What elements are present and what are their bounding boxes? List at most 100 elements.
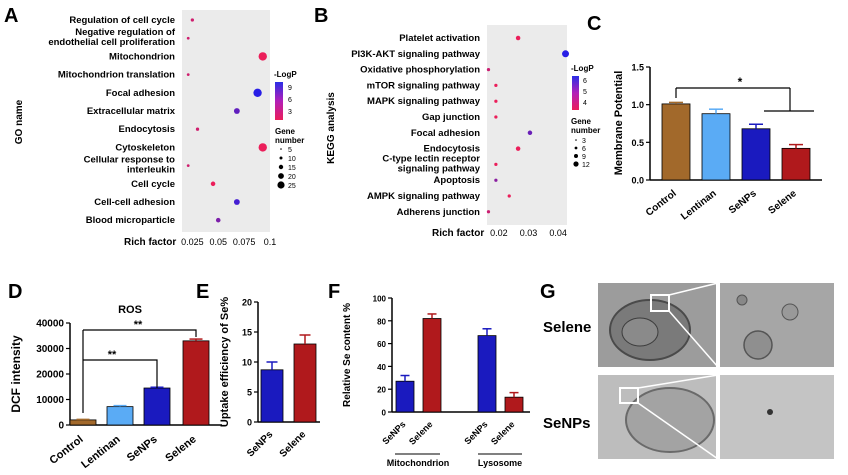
bar (106, 406, 134, 426)
kegg-term-label: Adherens junction (397, 207, 481, 218)
panel-a-size-value: 5 (288, 147, 292, 154)
panel-b-size-key (575, 139, 577, 141)
go-term-label: Cell cycle (131, 179, 175, 190)
y-tick-label: 15 (242, 328, 252, 338)
kegg-term-label: Oxidative phosphorylation (360, 65, 480, 76)
panel-a-go-dotplot: GO name Rich factor Regulation of cell c… (14, 10, 304, 248)
panel-a-legend-color-title: -LogP (274, 70, 297, 79)
go-term-label: Mitochondrion translation (58, 70, 175, 81)
panel-a-color-tick: 3 (288, 109, 292, 116)
kegg-term-label: Endocytosis (424, 144, 481, 155)
x-category-label: SeNPs (245, 429, 275, 459)
panel-b-kegg-dotplot: KEGG analysis Rich factor Platelet activ… (326, 25, 600, 239)
kegg-dot (562, 50, 570, 58)
panel-a-ylabel: GO name (14, 99, 25, 144)
panel-label-c: C (587, 13, 601, 35)
panel-b-xlabel: Rich factor (432, 228, 484, 239)
go-term-label: Cellular response to (84, 155, 176, 166)
panel-label-d: D (8, 281, 22, 303)
y-tick-label: 0.5 (631, 138, 644, 148)
group-label-mitochondrion: Mitochondrion (387, 458, 450, 468)
go-dot (186, 73, 190, 76)
kegg-term-label: PI3K-AKT signaling pathway (351, 49, 481, 60)
tem-image-selene-high-mag (720, 283, 834, 367)
go-dot (190, 18, 194, 22)
kegg-term-label: Apoptosis (434, 175, 480, 186)
y-tick-label: 5 (247, 388, 252, 398)
bar (661, 103, 691, 181)
panel-label-g: G (540, 281, 556, 303)
bar (260, 369, 284, 423)
panel-b-size-key (574, 154, 578, 158)
panel-d-title: ROS (118, 304, 142, 316)
panel-f-ylabel: Relative Se content % (342, 303, 353, 407)
panel-a-xtick: 0.025 (181, 237, 204, 247)
panel-a-legend-size-title-2: number (275, 136, 304, 145)
go-dot (258, 52, 267, 61)
y-tick-label: 10 (242, 358, 252, 368)
panel-b-color-tick: 6 (583, 78, 587, 85)
panel-b-xtick: 0.04 (549, 228, 567, 238)
y-tick-label: 60 (377, 340, 386, 349)
sig-marker: * (738, 75, 743, 89)
go-dot (233, 199, 240, 205)
x-category-label: SeNPs (125, 433, 160, 464)
tem-nucleus-selene (621, 317, 659, 347)
kegg-dot (486, 67, 491, 72)
go-term-label: Mitochondrion (109, 51, 175, 62)
panel-label-e: E (196, 281, 209, 303)
panel-label-f: F (328, 281, 340, 303)
panel-a-legend-size-title: Gene (275, 127, 296, 136)
x-category-label: Control (644, 188, 679, 219)
go-term-label-line2: interleukin (127, 165, 175, 176)
go-term-label: Negative regulation of (75, 27, 176, 38)
zoom-line-senps-top (637, 374, 719, 389)
x-category-label: Selene (163, 433, 198, 464)
go-term-label: Cytoskeleton (115, 142, 175, 153)
panel-b-xtick: 0.02 (490, 228, 508, 238)
kegg-term-label: AMPK signaling pathway (367, 191, 481, 202)
zoom-box-selene (650, 294, 670, 312)
tem-vesicle-1 (743, 330, 773, 360)
kegg-term-label: C-type lectin receptor (382, 153, 480, 164)
sig-bracket-1 (83, 359, 158, 388)
panel-b-plot-area (487, 25, 567, 225)
go-term-label: Focal adhesion (106, 88, 175, 99)
tem-vesicle-2 (781, 303, 799, 321)
kegg-term-label-line2: signaling pathway (398, 163, 481, 174)
y-tick-label: 30000 (36, 344, 64, 355)
panel-b-xtick: 0.03 (520, 228, 538, 238)
panel-a-size-value: 10 (288, 156, 296, 163)
y-tick-label: 10000 (36, 395, 64, 406)
panel-a-color-tick: 9 (288, 85, 292, 92)
panel-g-row-label-senps: SeNPs (543, 415, 591, 432)
panel-b-size-key (573, 161, 579, 167)
tem-vesicle-3 (736, 294, 748, 306)
x-category-label: SeNPs (727, 188, 759, 216)
bar (781, 147, 811, 181)
panel-a-size-key (278, 164, 284, 170)
x-category-label: SeNPs (380, 419, 407, 446)
panel-g-tem-images: Selene SeNPs (543, 282, 834, 460)
go-term-label: Extracellular matrix (87, 106, 176, 117)
y-tick-label: 80 (377, 317, 386, 326)
bar (701, 113, 731, 181)
x-category-label: Selene (767, 188, 800, 217)
panel-e-ylabel: Uptake efficiency of Se% (219, 297, 231, 427)
panel-label-b: B (314, 5, 328, 27)
y-tick-label: 0 (382, 409, 387, 418)
go-term-label: Endocytosis (119, 124, 176, 135)
group-label-lysosome: Lysosome (478, 458, 522, 468)
go-term-label: Blood microparticle (86, 215, 175, 226)
kegg-dot (494, 83, 498, 88)
panel-b-color-bar (572, 76, 579, 110)
panel-a-color-tick: 6 (288, 97, 292, 104)
panel-a-xtick: 0.05 (209, 237, 227, 247)
panel-c-ylabel: Membrane Potential (613, 71, 625, 176)
panel-b-color-tick: 5 (583, 89, 587, 96)
panel-a-size-key (278, 173, 284, 179)
go-term-label: Cell-cell adhesion (94, 197, 175, 208)
bar (504, 396, 524, 413)
